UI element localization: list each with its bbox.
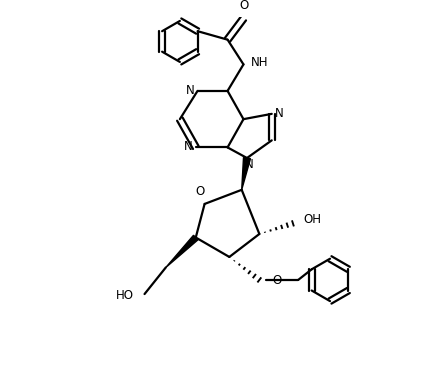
Text: O: O xyxy=(196,185,205,198)
Text: O: O xyxy=(273,274,282,287)
Text: N: N xyxy=(244,158,253,171)
Text: N: N xyxy=(185,84,194,97)
Polygon shape xyxy=(242,158,250,190)
Text: N: N xyxy=(183,140,192,153)
Polygon shape xyxy=(166,235,198,268)
Text: N: N xyxy=(274,107,283,120)
Text: HO: HO xyxy=(116,289,134,302)
Text: O: O xyxy=(239,0,249,12)
Text: NH: NH xyxy=(251,56,269,69)
Text: OH: OH xyxy=(303,213,321,226)
